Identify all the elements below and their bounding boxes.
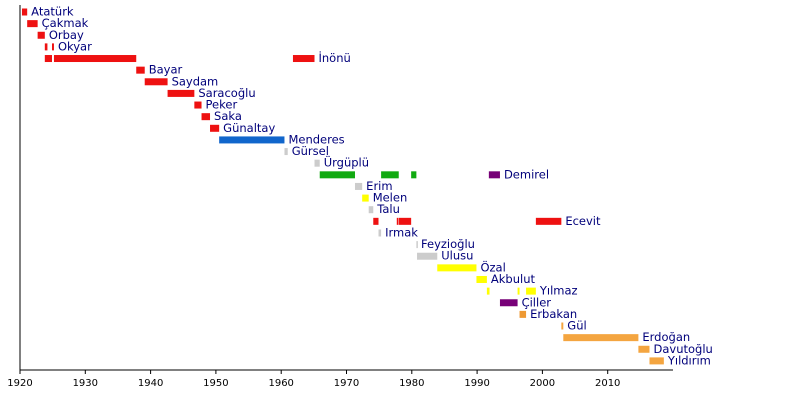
pm-name: Atatürk: [31, 5, 74, 19]
term-bar: [416, 241, 418, 249]
term-bar: [44, 55, 52, 63]
x-tick-label: 1940: [138, 378, 163, 389]
term-bar: [517, 287, 520, 295]
term-bar: [201, 113, 211, 121]
pm-name: Okyar: [58, 39, 92, 53]
pm-name: Erdoğan: [642, 330, 690, 344]
pm-name: Saka: [214, 109, 242, 123]
term-bar: [51, 43, 54, 51]
term-bar: [649, 357, 664, 365]
pm-name: Menderes: [288, 132, 344, 146]
term-bar: [319, 171, 355, 179]
term-bar: [373, 217, 379, 225]
pm-name: Ulusu: [441, 249, 473, 263]
pm-name: Saracoğlu: [198, 86, 255, 100]
term-bar: [219, 136, 285, 144]
pm-name: Gürsel: [292, 144, 329, 158]
pm-name: Feyzioğlu: [421, 237, 475, 251]
pm-name: Peker: [206, 98, 238, 112]
term-bar: [398, 217, 412, 225]
x-tick-label: 1920: [7, 378, 32, 389]
pm-name: Irmak: [385, 225, 418, 239]
term-bar: [210, 124, 220, 132]
term-bar: [27, 20, 38, 28]
x-tick-label: 1950: [203, 378, 228, 389]
x-tick-label: 1960: [268, 378, 293, 389]
pm-name: Talu: [376, 202, 400, 216]
term-bar: [362, 194, 369, 202]
term-bar: [486, 287, 490, 295]
term-bar: [561, 322, 564, 330]
pm-name: Bayar: [149, 63, 183, 77]
pm-name: Çakmak: [42, 16, 89, 30]
pm-name: İnönü: [319, 50, 351, 65]
pm-name: Yılmaz: [539, 284, 578, 298]
pm-name: Davutoğlu: [653, 342, 712, 356]
term-bar: [21, 8, 28, 16]
term-bar: [396, 217, 399, 225]
term-bar: [535, 217, 562, 225]
term-bar: [136, 66, 145, 74]
term-bar: [44, 43, 48, 51]
pm-name: Demirel: [504, 167, 549, 181]
term-bar: [378, 229, 382, 237]
pm-name: Gül: [567, 319, 586, 333]
term-bar: [499, 299, 518, 307]
term-bar: [53, 55, 137, 63]
term-bar: [526, 287, 536, 295]
pm-name: Erbakan: [530, 307, 577, 321]
pm-name: Orbay: [49, 28, 84, 42]
pm-name: Akbulut: [491, 272, 536, 286]
term-bar: [476, 275, 487, 283]
term-bar: [638, 345, 650, 353]
x-tick-label: 2010: [595, 378, 620, 389]
term-bar: [563, 334, 639, 342]
pm-name: Günaltay: [223, 121, 275, 135]
term-bar: [519, 310, 527, 318]
term-bar: [488, 171, 500, 179]
pm-name: Ecevit: [565, 214, 601, 228]
term-bar: [292, 55, 315, 63]
pm-name: Özal: [480, 258, 505, 274]
x-tick-label: 1980: [399, 378, 424, 389]
term-bar: [354, 182, 363, 190]
x-tick-label: 2000: [530, 378, 555, 389]
term-bar: [314, 159, 320, 167]
x-tick-label: 1990: [464, 378, 489, 389]
term-bar: [417, 252, 438, 260]
pm-name: Yıldırım: [667, 353, 711, 367]
pm-name: Melen: [373, 191, 408, 205]
pm-name: Erim: [366, 179, 392, 193]
term-bar: [167, 89, 195, 97]
pm-name: Saydam: [172, 74, 219, 88]
term-bar: [37, 31, 45, 39]
pm-name: Ürgüplü: [324, 154, 369, 170]
pm-name: Çiller: [522, 295, 552, 309]
term-bar: [437, 264, 477, 272]
x-tick-label: 1930: [73, 378, 98, 389]
term-bar: [144, 78, 168, 86]
term-bar: [411, 171, 417, 179]
term-bar: [194, 101, 202, 109]
term-bar: [381, 171, 399, 179]
term-bar: [368, 206, 374, 214]
x-tick-label: 1970: [334, 378, 359, 389]
term-bar: [284, 148, 288, 156]
